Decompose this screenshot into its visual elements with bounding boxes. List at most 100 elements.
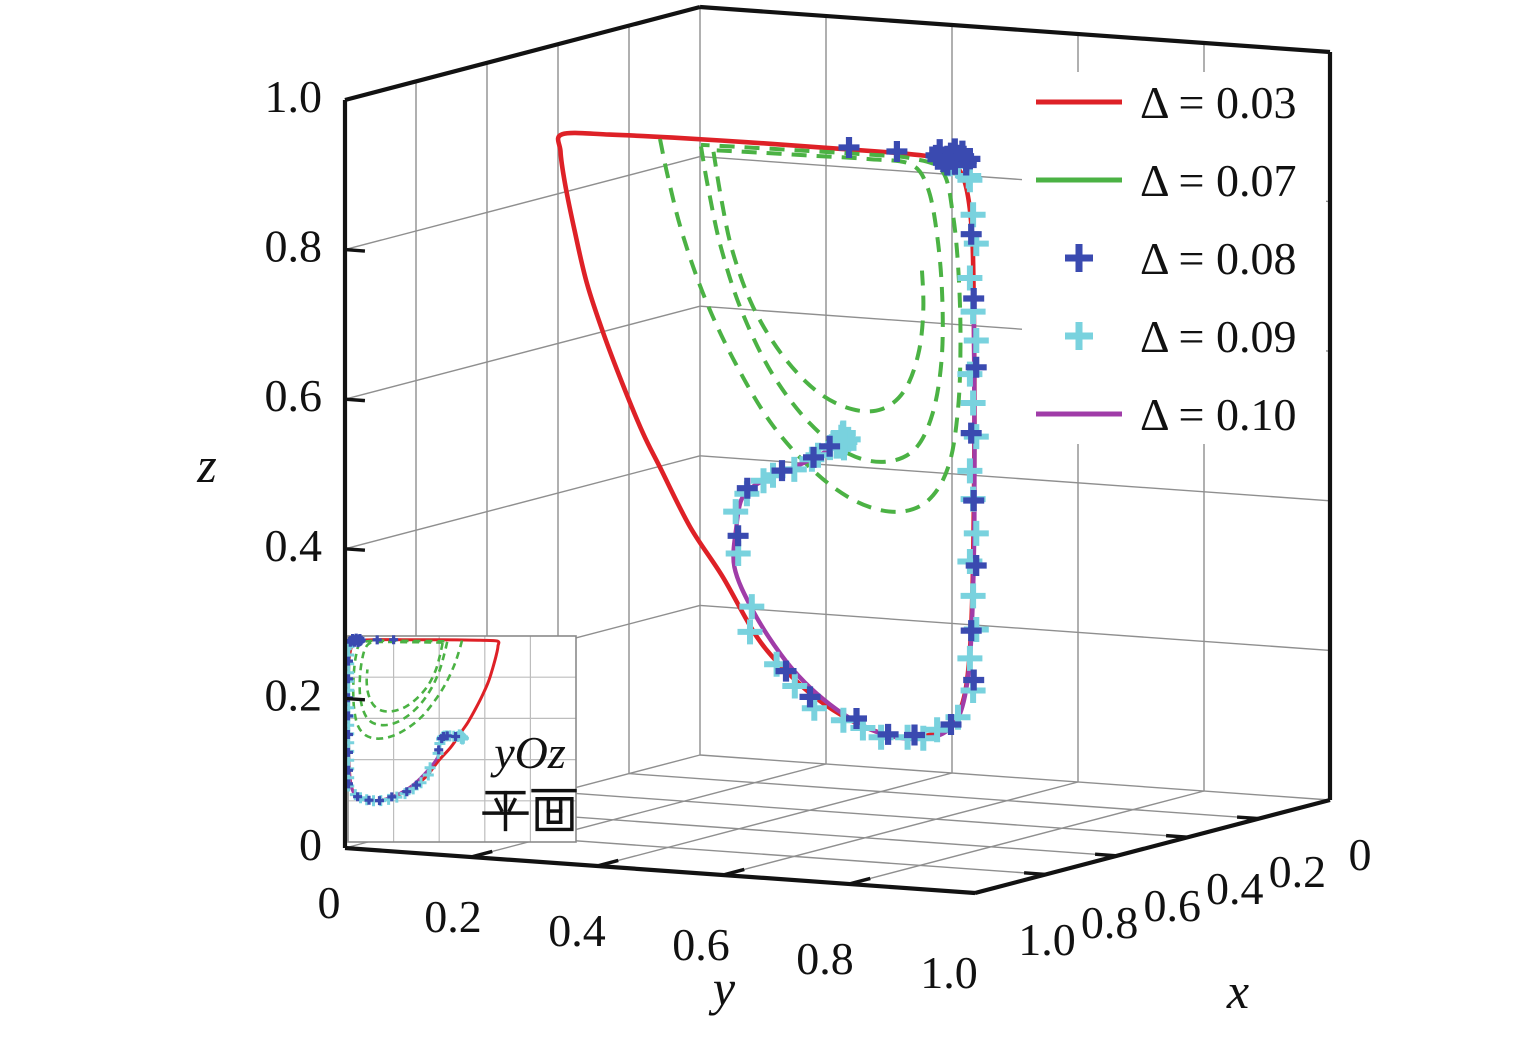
inset-series-delta-0-07-loop1: [351, 639, 464, 740]
plus-marker-blue: [940, 714, 962, 735]
y-axis-label: y: [712, 960, 736, 1016]
z-axis-tick: [344, 547, 366, 552]
inset-plus-marker-blue: [402, 787, 412, 797]
plus-marker-cyan: [960, 583, 986, 609]
plus-marker-cyan: [960, 390, 986, 416]
box-edge: [974, 797, 1331, 896]
inset-plane-label-latin: yOz: [494, 727, 566, 778]
floor-ygrid: [596, 772, 953, 867]
x-axis-tick: [1023, 871, 1047, 877]
plus-marker-cyan: [782, 673, 808, 699]
inset-plane-label-cjk-icon: [482, 788, 577, 832]
plus-marker-blue: [775, 660, 797, 682]
left-wall-hgrid: [344, 155, 701, 251]
plus-marker-cyan: [832, 429, 858, 455]
inset-series-delta-0-07-loop3: [365, 642, 444, 713]
legend: Δ = 0.03 Δ = 0.07 Δ = 0.08 Δ = 0.09 Δ = 0.10: [1022, 72, 1326, 444]
plus-marker-cyan: [739, 594, 765, 620]
plus-marker-cyan: [963, 424, 989, 450]
plus-marker-blue: [838, 137, 860, 158]
inset-plus-marker-blue: [345, 637, 355, 647]
x-tick-label: 0.4: [1206, 863, 1264, 914]
inset-plus-marker-blue: [375, 796, 384, 806]
y-axis-tick: [596, 858, 619, 868]
inset-plus-marker-blue: [353, 792, 363, 802]
y-tick-label: 0.4: [548, 905, 606, 956]
floor-xgrid: [557, 791, 1189, 838]
series-delta-0-07-loop2: [699, 146, 945, 464]
y-tick-label: 0.6: [672, 919, 730, 970]
z-axis-tick: [344, 397, 366, 403]
z-tick-label: 0.4: [265, 520, 323, 571]
series-delta-0-08-markers: [727, 137, 987, 746]
trajectories: [555, 130, 977, 742]
plus-marker-blue: [960, 422, 982, 444]
plus-marker-blue: [965, 356, 987, 378]
plus-marker-blue: [955, 154, 977, 176]
x-axis-tick: [1165, 833, 1189, 839]
plus-marker-blue: [771, 460, 793, 482]
x-axis-tick: [952, 889, 976, 895]
plus-marker-cyan: [957, 645, 983, 671]
y-axis-tick: [848, 876, 871, 886]
z-tick-label: 0.6: [265, 370, 323, 421]
plus-marker-blue: [846, 708, 867, 729]
plus-marker-blue: [886, 141, 908, 162]
inset-plus-marker-blue: [372, 635, 382, 645]
plus-marker-blue: [904, 724, 925, 746]
legend-item-1: Δ = 0.07: [1036, 155, 1297, 206]
box-edge: [699, 4, 1331, 55]
left-wall-hgrid: [344, 455, 701, 550]
z-axis-tick: [344, 247, 366, 253]
plus-marker-cyan: [957, 167, 983, 193]
x-axis-label: x: [1226, 963, 1250, 1019]
plus-marker-blue: [803, 446, 824, 468]
legend-item-0: Δ = 0.03: [1036, 77, 1297, 128]
inset-plus-marker-blue: [411, 780, 421, 790]
x-tick-label: 0.2: [1269, 846, 1327, 897]
plus-marker-cyan: [960, 202, 986, 228]
legend-item-2: Δ = 0.08: [1065, 233, 1297, 284]
y-tick-label: 0: [318, 877, 341, 928]
series-delta-0-09-markers: [723, 151, 989, 751]
plus-marker-cyan: [957, 265, 983, 291]
box-edge: [344, 4, 701, 103]
plus-marker-blue: [960, 620, 982, 642]
plus-marker-blue: [960, 223, 982, 245]
x-tick-label: 0.8: [1081, 897, 1139, 948]
x-tick-label: 0.6: [1143, 880, 1201, 931]
inset-plus-marker-cyan: [399, 788, 411, 800]
tick-labels: 00.20.40.60.81.00 0.2 0.4 0.6 0.8 1.01.0 0.8 0.…: [265, 71, 1372, 998]
x-axis-tick: [1236, 815, 1260, 821]
y-tick-label: 1.0: [920, 947, 978, 998]
series-delta-0-03: [555, 130, 977, 741]
plus-marker-cyan: [957, 458, 983, 484]
box-edge: [344, 845, 976, 896]
z-tick-label: 0.2: [265, 669, 323, 720]
plus-marker-blue: [963, 490, 985, 511]
plus-marker-cyan: [963, 520, 989, 546]
z-tick-label: 0.8: [265, 221, 323, 272]
inset-plus-marker-blue: [434, 745, 444, 755]
legend-label: Δ = 0.09: [1140, 311, 1297, 362]
left-wall-hgrid: [344, 305, 701, 400]
floor-xgrid: [486, 810, 1118, 857]
z-tick-label: 0: [299, 819, 322, 870]
plus-marker-cyan: [737, 619, 763, 645]
plus-marker-cyan: [963, 328, 989, 353]
plus-marker-blue: [965, 555, 987, 576]
plus-marker-cyan: [723, 499, 749, 525]
plus-marker-cyan: [924, 717, 950, 743]
y-axis-tick: [974, 885, 997, 895]
legend-label: Δ = 0.03: [1140, 77, 1297, 128]
plus-marker-blue: [727, 525, 749, 547]
inset-plus-marker-blue: [387, 792, 397, 802]
legend-label: Δ = 0.10: [1140, 389, 1297, 440]
z-tick-label: 1.0: [265, 71, 323, 122]
series-delta-0-10: [731, 294, 977, 742]
x-tick-label: 0: [1349, 829, 1372, 880]
legend-label: Δ = 0.08: [1140, 233, 1297, 284]
floor-ygrid: [848, 790, 1205, 885]
z-axis-tick: [344, 696, 366, 702]
